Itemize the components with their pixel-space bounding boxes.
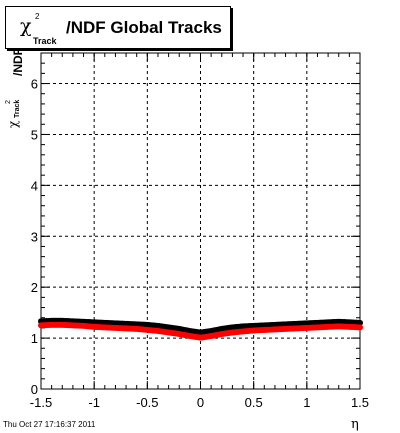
ylabel-superscript: 2 — [5, 100, 12, 104]
x-tick-label: 1 — [303, 395, 310, 410]
tick-labels: -1.5 -1 -0.5 0 0.5 1 1.5 0 1 2 3 4 5 6 — [30, 77, 369, 410]
y-tick-label: 1 — [31, 331, 38, 346]
x-tick-label: -1.5 — [30, 395, 52, 410]
grid-lines — [41, 53, 360, 389]
data-point — [357, 324, 363, 331]
title-subscript: Track — [33, 36, 57, 46]
chart-title: χ 2 Track /NDF Global Tracks — [5, 6, 231, 49]
data-point — [357, 319, 363, 326]
axis-ticks — [40, 52, 361, 390]
data-points — [38, 317, 363, 341]
y-tick-label: 2 — [31, 280, 38, 295]
title-superscript: 2 — [35, 12, 40, 21]
x-tick-label: -1 — [88, 395, 100, 410]
x-axis-label: η — [351, 417, 359, 432]
ylabel-subscript: Track — [14, 99, 21, 118]
datestamp: Thu Oct 27 17:16:37 2011 — [3, 420, 96, 429]
x-tick-label: -0.5 — [136, 395, 158, 410]
y-tick-label: 5 — [31, 127, 38, 142]
y-tick-label: 0 — [31, 382, 38, 397]
ylabel-chi-symbol: χ — [6, 120, 20, 128]
x-tick-label: 0.5 — [245, 395, 263, 410]
ylabel-text: /NDF — [11, 48, 25, 76]
x-tick-label: 1.5 — [351, 395, 369, 410]
y-tick-label: 3 — [31, 229, 38, 244]
title-text: /NDF Global Tracks — [66, 18, 222, 37]
x-tick-label: 0 — [197, 395, 204, 410]
y-tick-label: 4 — [31, 178, 38, 193]
series-1 — [38, 321, 363, 341]
y-tick-label: 6 — [31, 77, 38, 92]
title-chi-symbol: χ — [20, 15, 32, 37]
